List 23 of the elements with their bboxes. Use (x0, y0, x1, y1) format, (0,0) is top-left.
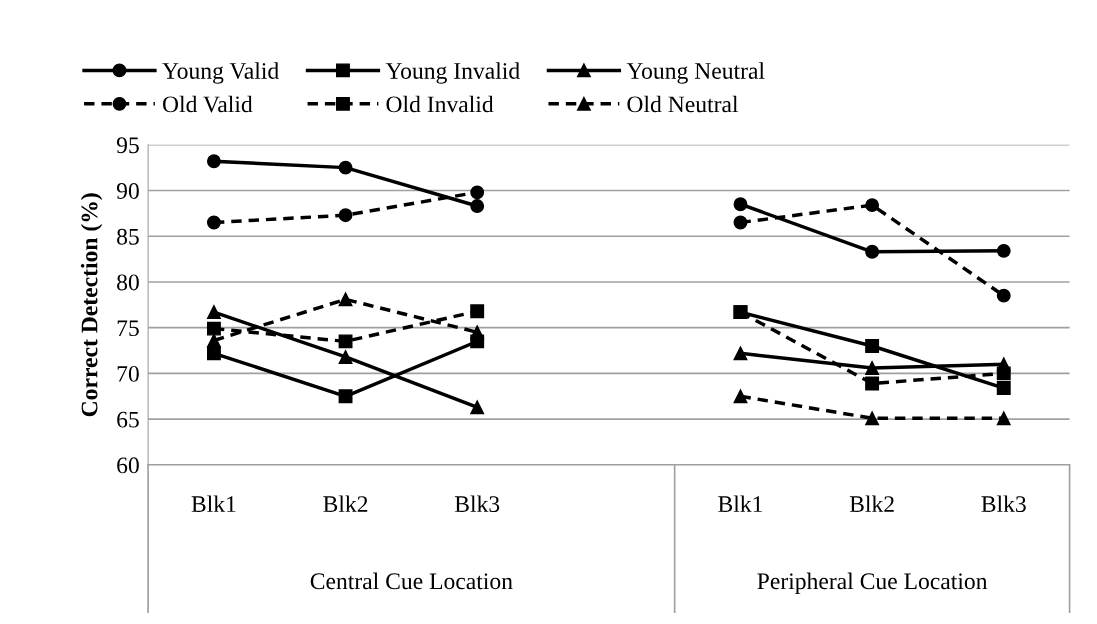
legend-label: Young Neutral (626, 62, 765, 84)
y-tick-label: 75 (117, 320, 139, 337)
x-tick-label: Blk3 (454, 495, 500, 513)
x-tick-label: Blk1 (191, 495, 236, 512)
y-axis-title: Correct Detection (%) (80, 193, 103, 417)
text: Central Cue Location (310, 572, 513, 590)
x-tick-label: Blk2 (323, 495, 368, 512)
legend-label: Old Invalid (386, 95, 494, 113)
legend-label: Old Neutral (627, 95, 739, 113)
legend-label: Young Valid (162, 62, 279, 84)
y-tick-label: 95 (116, 137, 139, 154)
legend-label: Young Invalid (385, 62, 520, 84)
y-tick-label: 90 (116, 182, 139, 199)
y-tick-label: 80 (117, 274, 139, 291)
x-tick-label: Blk1 (718, 495, 763, 512)
y-tick-label: 85 (117, 228, 139, 245)
legend-label: Old Valid (162, 95, 253, 113)
x-tick-label: Blk2 (849, 495, 894, 512)
x-tick-label: Blk3 (981, 495, 1026, 513)
text: Peripheral Cue Location (757, 572, 988, 595)
y-tick-label: 70 (117, 365, 139, 382)
y-tick-label: 60 (117, 457, 139, 474)
y-tick-label: 65 (117, 411, 139, 428)
